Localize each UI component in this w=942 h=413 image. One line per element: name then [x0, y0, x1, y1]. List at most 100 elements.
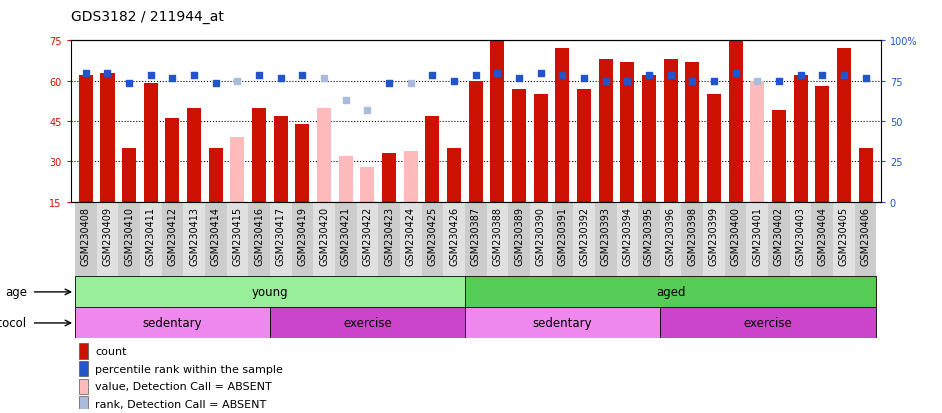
- Bar: [400, 202, 422, 277]
- Bar: [638, 202, 659, 277]
- Point: [620, 78, 635, 85]
- Text: GSM230392: GSM230392: [579, 206, 589, 265]
- Bar: [724, 202, 746, 277]
- Point: [663, 73, 678, 79]
- Bar: [616, 202, 638, 277]
- Text: exercise: exercise: [744, 317, 792, 330]
- Bar: [404, 151, 417, 202]
- Bar: [465, 202, 486, 277]
- Bar: [274, 116, 288, 202]
- Text: GSM230412: GSM230412: [168, 206, 177, 265]
- Bar: [231, 138, 245, 202]
- Text: GSM230388: GSM230388: [493, 206, 502, 265]
- Text: GSM230415: GSM230415: [233, 206, 242, 265]
- Bar: [534, 95, 547, 202]
- Text: GSM230404: GSM230404: [818, 206, 827, 265]
- Text: GSM230422: GSM230422: [363, 206, 372, 265]
- Bar: [79, 344, 89, 359]
- Bar: [205, 202, 227, 277]
- Bar: [75, 308, 270, 339]
- Text: GSM230401: GSM230401: [753, 206, 762, 265]
- Text: GSM230417: GSM230417: [276, 206, 285, 265]
- Bar: [422, 202, 444, 277]
- Bar: [79, 361, 89, 377]
- Text: GSM230419: GSM230419: [298, 206, 307, 265]
- Text: GSM230393: GSM230393: [601, 206, 610, 265]
- Bar: [508, 202, 529, 277]
- Point: [858, 76, 873, 82]
- Text: GSM230423: GSM230423: [384, 206, 394, 265]
- Text: exercise: exercise: [343, 317, 392, 330]
- Bar: [746, 202, 768, 277]
- Point: [425, 73, 440, 79]
- Bar: [184, 202, 205, 277]
- Bar: [270, 202, 292, 277]
- Bar: [252, 108, 267, 202]
- Text: sedentary: sedentary: [142, 317, 203, 330]
- Point: [793, 73, 808, 79]
- Point: [230, 78, 245, 85]
- Bar: [314, 202, 335, 277]
- Text: aged: aged: [656, 286, 686, 299]
- Bar: [296, 125, 310, 202]
- Bar: [728, 41, 742, 202]
- Bar: [426, 116, 439, 202]
- Bar: [209, 149, 223, 202]
- Point: [815, 73, 830, 79]
- Text: GSM230395: GSM230395: [644, 206, 654, 265]
- Bar: [793, 76, 807, 202]
- Bar: [75, 202, 97, 277]
- Text: percentile rank within the sample: percentile rank within the sample: [95, 364, 283, 374]
- Text: GSM230405: GSM230405: [839, 206, 849, 265]
- Point: [273, 76, 288, 82]
- Bar: [361, 168, 374, 202]
- Bar: [811, 202, 833, 277]
- Point: [165, 76, 180, 82]
- Bar: [685, 63, 699, 202]
- Bar: [659, 202, 681, 277]
- Point: [555, 73, 570, 79]
- Bar: [357, 202, 379, 277]
- Point: [577, 76, 592, 82]
- Point: [122, 81, 137, 88]
- Text: young: young: [252, 286, 288, 299]
- Bar: [144, 84, 158, 202]
- Text: GSM230421: GSM230421: [341, 206, 350, 265]
- Text: GSM230411: GSM230411: [146, 206, 155, 265]
- Bar: [620, 63, 634, 202]
- Bar: [140, 202, 162, 277]
- Text: count: count: [95, 347, 126, 356]
- Bar: [491, 41, 504, 202]
- Bar: [79, 379, 89, 394]
- Point: [78, 70, 93, 77]
- Text: GSM230408: GSM230408: [81, 206, 90, 265]
- Text: GSM230394: GSM230394: [623, 206, 632, 265]
- Point: [836, 73, 852, 79]
- Point: [143, 73, 158, 79]
- Bar: [335, 202, 357, 277]
- Bar: [270, 308, 465, 339]
- Point: [208, 81, 223, 88]
- Text: sedentary: sedentary: [532, 317, 593, 330]
- Bar: [659, 308, 876, 339]
- Point: [382, 81, 397, 88]
- Text: GSM230399: GSM230399: [709, 206, 719, 265]
- Bar: [162, 202, 184, 277]
- Bar: [529, 202, 551, 277]
- Bar: [227, 202, 249, 277]
- Point: [490, 70, 505, 77]
- Text: GSM230420: GSM230420: [319, 206, 329, 265]
- Text: value, Detection Call = ABSENT: value, Detection Call = ABSENT: [95, 382, 271, 392]
- Bar: [317, 108, 332, 202]
- Point: [447, 78, 462, 85]
- Bar: [681, 202, 703, 277]
- Bar: [444, 202, 465, 277]
- Bar: [122, 149, 137, 202]
- Text: GSM230416: GSM230416: [254, 206, 264, 265]
- Bar: [706, 95, 721, 202]
- Point: [750, 78, 765, 85]
- Text: GSM230402: GSM230402: [774, 206, 784, 265]
- Bar: [858, 149, 872, 202]
- Bar: [642, 76, 656, 202]
- Text: GSM230391: GSM230391: [558, 206, 567, 265]
